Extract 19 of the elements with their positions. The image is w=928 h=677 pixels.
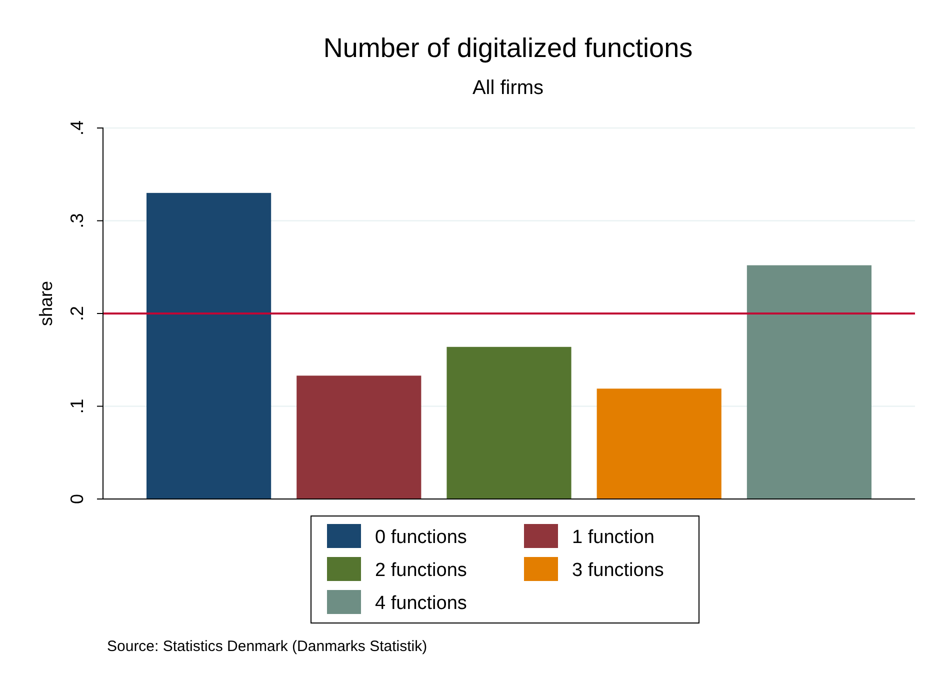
- bar: [446, 346, 572, 499]
- y-tick-label: .1: [67, 398, 87, 414]
- bar: [746, 265, 872, 499]
- y-tick-label: 0: [67, 494, 87, 504]
- y-tick-label: .4: [67, 120, 87, 136]
- legend-label: 4 functions: [375, 593, 467, 614]
- y-tick-label: .2: [67, 306, 87, 322]
- bar: [146, 192, 272, 499]
- legend-label: 2 functions: [375, 560, 467, 581]
- y-tick-label: .3: [67, 213, 87, 228]
- source-note: Source: Statistics Denmark (Danmarks Statistik): [107, 638, 428, 655]
- y-axis-title: share: [36, 280, 56, 326]
- legend-label: 3 functions: [572, 560, 664, 581]
- bar: [296, 376, 422, 499]
- chart-subtitle: All firms: [472, 77, 544, 99]
- chart-title: Number of digitalized functions: [323, 33, 693, 63]
- bar: [596, 388, 722, 499]
- legend-label: 0 functions: [375, 527, 467, 548]
- legend-label: 1 function: [572, 527, 654, 548]
